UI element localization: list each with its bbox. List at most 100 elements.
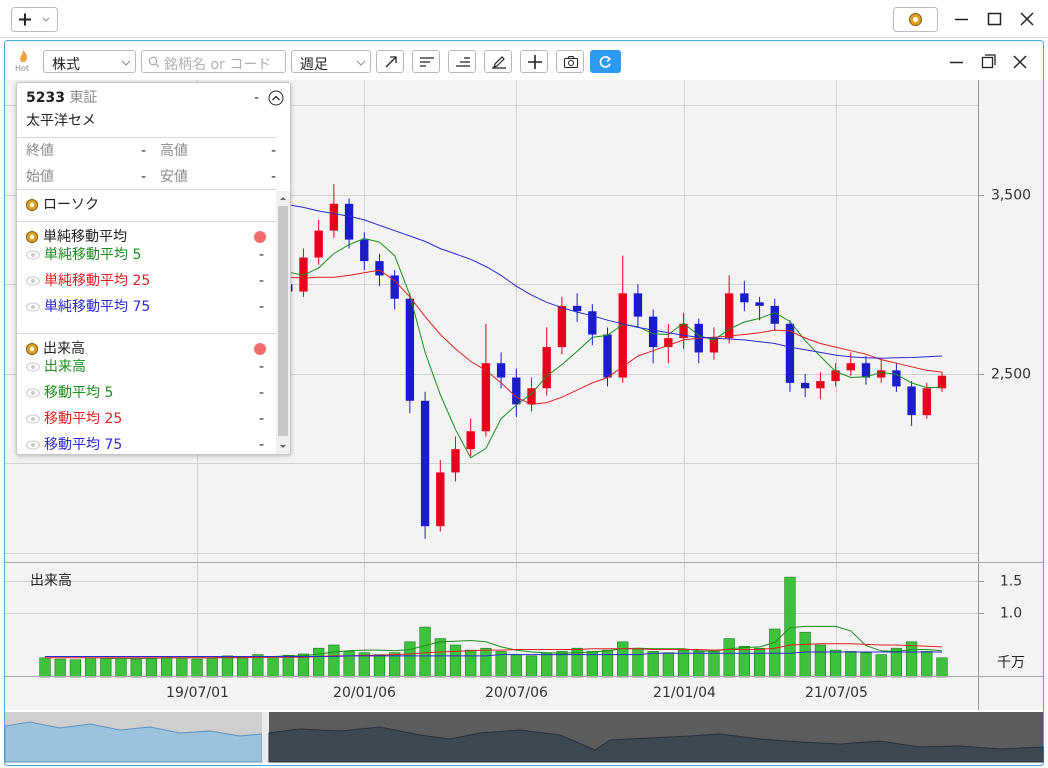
volume-bar (510, 654, 522, 678)
candle-body (496, 363, 506, 378)
scrollbar[interactable] (276, 191, 290, 454)
select-arrow (121, 60, 131, 66)
status-dot (254, 231, 266, 243)
indicator-value: - (259, 411, 265, 427)
market-select[interactable]: 株式 (43, 50, 136, 73)
volume-bar (860, 652, 872, 678)
period-select[interactable]: 週足 (291, 50, 371, 73)
scrollbar-thumb[interactable] (278, 206, 288, 436)
indicator-value: - (259, 247, 265, 263)
candle-body (816, 381, 825, 389)
candle-body (390, 275, 399, 299)
maximize-button[interactable] (987, 12, 1002, 26)
quote-value: - (271, 169, 277, 185)
volume-bar (480, 647, 492, 678)
volume-bar (404, 641, 416, 678)
panel-restore[interactable] (981, 56, 994, 69)
add-button[interactable] (11, 7, 58, 32)
icon (564, 56, 578, 68)
volume-bar (829, 649, 842, 678)
navigator-handle[interactable] (262, 712, 269, 762)
volume-bar (267, 656, 279, 678)
candle-body (648, 316, 658, 348)
hot-button[interactable]: Hot (13, 49, 35, 75)
candle-body (405, 298, 415, 401)
scroll-up[interactable] (276, 194, 290, 202)
volume-bar (100, 658, 112, 678)
volume-title: 出来高 (30, 572, 72, 589)
trendline-button[interactable] (376, 50, 404, 73)
status-dot (254, 343, 266, 355)
panel-close[interactable] (1013, 55, 1027, 69)
candle-body (375, 261, 384, 276)
quote-value: - (141, 169, 147, 185)
visibility-icon (26, 276, 40, 286)
volume-bar (723, 638, 735, 678)
volume-bar (556, 651, 568, 678)
icon (599, 55, 612, 68)
volume-average-line (45, 651, 942, 657)
candle-body (800, 382, 810, 389)
scroll-down[interactable] (276, 443, 290, 451)
align-left-button[interactable] (412, 50, 440, 73)
stock-value: - (254, 90, 260, 106)
align-right-button[interactable] (448, 50, 476, 73)
volume-bar (693, 651, 705, 678)
x-tick-label: 21/01/04 (653, 685, 716, 701)
eye-outline (26, 414, 40, 424)
search-placeholder: 銘柄名 or コード (164, 57, 272, 73)
volume-bar (525, 655, 538, 678)
volume-bar (617, 641, 629, 678)
candle-body (588, 311, 597, 335)
volume-bar (373, 654, 386, 678)
dropdown-icon (42, 17, 50, 22)
refresh-button[interactable] (590, 50, 621, 73)
candle-body (527, 388, 536, 405)
candle-body (770, 305, 779, 324)
draw-button[interactable] (484, 50, 512, 73)
volume-bar (465, 649, 477, 678)
quote-label: 始値 (26, 169, 54, 185)
volume-bar (662, 652, 674, 678)
volume-bar (632, 647, 644, 678)
gear-inner (29, 202, 35, 208)
candle-body (572, 305, 582, 312)
volume-bar (799, 631, 811, 678)
candle-body (785, 323, 795, 383)
candle-body (633, 293, 643, 317)
section-title: ローソク (43, 197, 99, 213)
collapse-button[interactable] (268, 90, 284, 106)
visibility-icon (26, 414, 40, 424)
volume-bar (221, 655, 234, 678)
volume-bar (176, 657, 188, 678)
screenshot-button[interactable] (556, 50, 584, 73)
hot-label: Hot (15, 64, 30, 73)
gear-inner (29, 346, 35, 352)
panel-restore-back (985, 54, 996, 65)
search-box[interactable]: 銘柄名 or コード (141, 50, 286, 73)
candle-body (755, 302, 764, 306)
eye-pupil (31, 391, 35, 395)
volume-unit: 千万 (997, 655, 1025, 671)
volume-bar (130, 658, 142, 678)
candle-body (436, 472, 445, 527)
eye-outline (26, 388, 40, 398)
indicator-value: - (259, 299, 265, 315)
candle-body (329, 203, 339, 231)
divider (17, 189, 276, 190)
volume-bar (313, 647, 325, 678)
gear-inner (29, 234, 35, 240)
eye-outline (26, 276, 40, 286)
eye-outline (26, 440, 40, 450)
volume-bar (115, 657, 127, 678)
close-button[interactable] (1020, 12, 1034, 26)
divider (17, 221, 276, 222)
volume-bar (449, 644, 462, 678)
y-tick-label: 1.0 (1000, 606, 1022, 622)
x-tick-label: 20/07/06 (485, 685, 548, 701)
crosshair-button[interactable] (520, 50, 548, 73)
exchange: 東証 (69, 90, 98, 106)
indicator-label: 単純移動平均 5 (44, 247, 142, 263)
volume-bar (69, 659, 82, 678)
